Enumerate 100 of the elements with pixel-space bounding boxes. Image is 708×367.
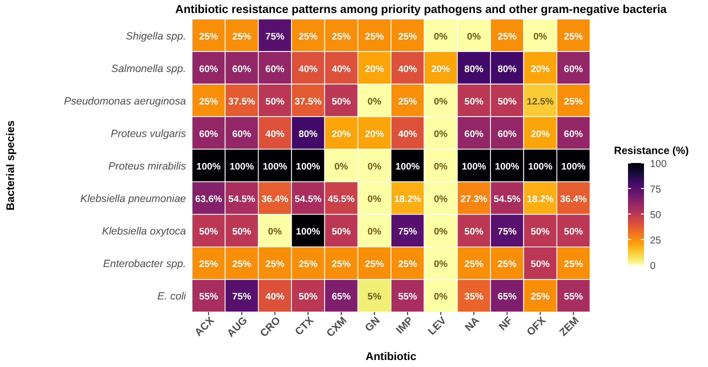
data-label: 100%	[462, 162, 487, 172]
data-label: 65%	[332, 292, 352, 303]
data-label: 25%	[564, 96, 584, 108]
x-tick-label: GN	[362, 314, 383, 334]
data-label: 50%	[530, 259, 550, 270]
y-tick-label: Proteus vulgaris	[110, 128, 187, 140]
y-tick-label: Shigella spp.	[126, 30, 186, 42]
data-label: 50%	[199, 226, 219, 238]
data-label: 25%	[364, 259, 384, 270]
data-label: 25%	[232, 31, 252, 42]
data-label: 50%	[464, 96, 484, 108]
chart-title: Antibiotic resistance patterns among priority pathogens and other gram-negative bacteria	[175, 4, 668, 16]
data-label: 25%	[232, 259, 252, 270]
data-label: 5%	[368, 292, 382, 303]
data-label: 100%	[494, 162, 520, 172]
data-label: 80%	[298, 128, 318, 140]
data-label: 20%	[364, 64, 384, 75]
data-label: 60%	[265, 64, 285, 75]
data-label: 50%	[232, 226, 252, 238]
data-label: 0%	[368, 96, 382, 108]
data-label: 0%	[434, 162, 448, 172]
data-label: 0%	[467, 31, 482, 42]
data-label: 25%	[464, 259, 484, 270]
data-label: 60%	[498, 128, 518, 140]
color-bar-label: 100	[650, 159, 668, 170]
data-label: 63.6%	[195, 194, 223, 206]
data-label: 20%	[431, 64, 451, 75]
data-label: 50%	[298, 292, 318, 303]
y-tick-label: Klebsiella oxytoca	[102, 226, 186, 238]
data-label: 100%	[395, 162, 420, 172]
y-tick-label: Klebsiella pneumoniae	[80, 193, 186, 206]
data-label: 20%	[530, 128, 550, 140]
data-label: 36.4%	[560, 194, 588, 206]
x-tick-label: NF	[496, 314, 516, 334]
data-label: 25%	[564, 31, 584, 42]
data-label: 54.5%	[294, 194, 322, 206]
data-label: 100%	[262, 162, 288, 172]
data-label: 60%	[199, 128, 219, 140]
data-label: 25%	[398, 96, 418, 108]
data-label: 65%	[498, 292, 518, 303]
data-label: 100%	[230, 162, 254, 172]
data-label: 55%	[564, 292, 584, 303]
data-label: 0%	[533, 31, 548, 42]
data-label: 25%	[298, 259, 318, 270]
data-label: 25%	[530, 292, 550, 303]
data-label: 54.5%	[228, 194, 256, 206]
data-label: 50%	[332, 96, 352, 108]
data-label: 25%	[199, 259, 219, 270]
y-tick-label: Enterobacter spp.	[103, 258, 186, 270]
data-label: 25%	[398, 31, 418, 42]
data-label: 25%	[398, 259, 418, 270]
x-tick-label: NA	[462, 314, 482, 334]
data-label: 25%	[332, 31, 352, 42]
data-label: 60%	[199, 64, 219, 75]
data-label: 60%	[564, 128, 584, 140]
data-label: 18.2%	[394, 194, 422, 206]
data-label: 0%	[434, 128, 448, 140]
x-axis-title: Antibiotic	[366, 351, 416, 363]
data-label: 40%	[398, 128, 418, 140]
data-label: 50%	[265, 96, 285, 108]
data-label: 25%	[265, 259, 285, 270]
data-label: 0%	[434, 31, 448, 42]
data-label: 25%	[498, 259, 518, 270]
data-label: 80%	[464, 64, 484, 75]
data-label: 0%	[334, 162, 349, 172]
y-tick-label: Salmonella spp.	[111, 62, 186, 75]
data-label: 0%	[368, 226, 382, 238]
data-label: 54.5%	[494, 194, 522, 206]
data-label: 55%	[199, 292, 219, 303]
data-label: 35%	[464, 292, 484, 303]
data-label: 25%	[564, 259, 584, 270]
data-label: 50%	[332, 226, 352, 238]
data-label: 100%	[196, 162, 222, 172]
data-label: 18.2%	[526, 194, 554, 206]
data-label: 60%	[464, 128, 484, 140]
data-label: 100%	[296, 162, 321, 172]
data-label: 37.5%	[228, 96, 256, 108]
data-label: 55%	[398, 292, 418, 303]
data-label: 40%	[265, 292, 285, 303]
data-label: 0%	[368, 194, 382, 206]
legend-title: Resistance (%)	[614, 145, 689, 157]
data-label: 40%	[398, 64, 418, 75]
data-label: 37.5%	[294, 96, 322, 108]
data-label: 50%	[564, 226, 584, 238]
data-label: 25%	[332, 259, 352, 270]
data-label: 20%	[530, 64, 550, 75]
data-label: 50%	[464, 226, 484, 238]
data-label: 25%	[298, 31, 318, 42]
data-label: 100%	[561, 162, 586, 172]
data-label: 25%	[199, 96, 219, 108]
data-label: 0%	[434, 194, 448, 206]
y-tick-label: Proteus mirabilis	[108, 160, 187, 172]
data-label: 12.5%	[526, 96, 554, 108]
color-bar-label: 25	[650, 236, 662, 246]
data-label: 45.5%	[328, 194, 356, 206]
data-label: 0%	[434, 259, 448, 270]
color-bar-label: 0	[650, 261, 656, 272]
data-label: 100%	[528, 162, 553, 172]
color-bar-label: 75	[650, 184, 662, 196]
data-label: 25%	[199, 31, 219, 42]
